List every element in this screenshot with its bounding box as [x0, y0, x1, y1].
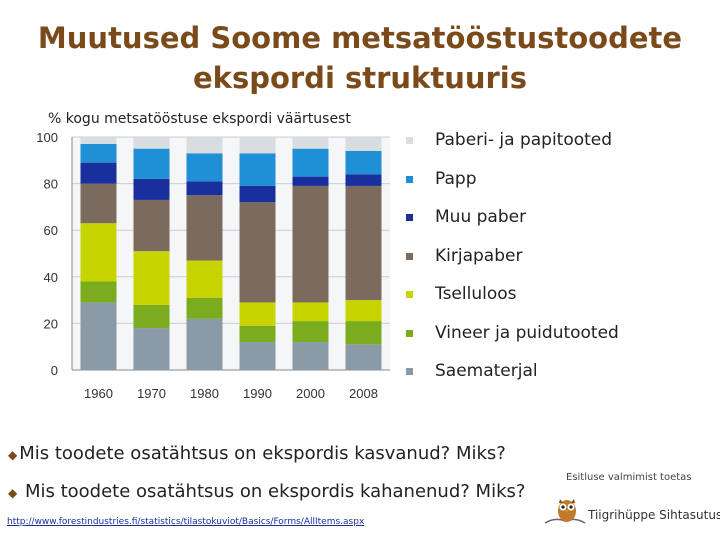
- legend-label: Saematerjal: [435, 361, 538, 381]
- y-tick-label: 40: [44, 270, 58, 285]
- credit-name: Tiigrihüppe Sihtasutus: [588, 508, 720, 522]
- bar-segment: [239, 137, 276, 154]
- bar-segment: [292, 148, 329, 177]
- legend-item: Tselluloos: [400, 284, 720, 312]
- x-tick-label: 2008: [349, 386, 378, 401]
- y-tick-label: 20: [44, 316, 58, 331]
- bar-segment: [239, 202, 276, 303]
- slide-title: Muutused Soome metsatööstustoodete ekspo…: [37, 21, 683, 95]
- legend-item: Paberi- ja papitooted: [400, 130, 720, 158]
- legend-swatch: [406, 291, 413, 298]
- bar-segment: [345, 174, 382, 186]
- legend-item: Saematerjal: [400, 361, 720, 389]
- bar-segment: [80, 162, 117, 184]
- bar-segment: [186, 297, 223, 319]
- y-tick-label: 0: [51, 363, 58, 378]
- bar-segment: [133, 251, 170, 305]
- credit-text: Esitluse valmimist toetas: [566, 472, 692, 483]
- legend-item: Muu paber: [400, 207, 720, 235]
- bar-segment: [186, 318, 223, 370]
- bar-segment: [186, 260, 223, 298]
- bar-segment: [345, 150, 382, 175]
- legend-item: Kirjapaber: [400, 246, 720, 274]
- x-tick-label: 1960: [84, 386, 113, 401]
- legend-label: Kirjapaber: [435, 245, 523, 266]
- bar-segment: [345, 300, 382, 322]
- bar-segment: [186, 137, 223, 154]
- diamond-bullet-icon: ◆: [8, 448, 18, 462]
- bar-segment: [133, 328, 170, 370]
- bar-segment: [292, 342, 329, 370]
- bar-segment: [239, 342, 276, 370]
- question-1: ◆ Mis toodete osatähtsus on ekspordis kas…: [8, 443, 506, 464]
- bar-segment: [133, 199, 170, 252]
- source-link[interactable]: http://www.forestindustries.fi/statistic…: [7, 517, 365, 527]
- legend-label: Vineer ja puidutooted: [435, 322, 619, 343]
- bar-segment: [133, 137, 170, 149]
- legend-swatch: [406, 329, 413, 337]
- legend-swatch: [406, 252, 413, 260]
- legend-swatch: [406, 175, 413, 183]
- x-tick-label: 1970: [137, 386, 166, 401]
- bar-segment: [186, 181, 223, 196]
- legend-swatch: [406, 137, 413, 144]
- y-tick-label: 80: [44, 177, 58, 192]
- bar-segment: [292, 137, 329, 149]
- legend-swatch: [406, 368, 413, 375]
- question-2: ◆ Mis toodete osatähtsus on ekspordis ka…: [8, 481, 525, 502]
- owl-logo-icon: [544, 499, 586, 524]
- bar-segment: [80, 137, 117, 144]
- bar-segment: [292, 176, 329, 186]
- y-tick-label: 100: [36, 130, 58, 145]
- bar-segment: [186, 153, 223, 182]
- bar-segment: [239, 302, 276, 326]
- bar-segment: [133, 148, 170, 179]
- bar-segment: [80, 143, 117, 163]
- bar-segment: [80, 281, 117, 303]
- bar-segment: [345, 321, 382, 345]
- bar-segment: [292, 321, 329, 343]
- x-tick-label: 1980: [190, 386, 219, 401]
- legend-label: Tselluloos: [435, 284, 517, 304]
- bar-segment: [80, 183, 117, 224]
- bar-segment: [239, 325, 276, 343]
- bar-segment: [133, 178, 170, 200]
- bar-segment: [80, 223, 117, 282]
- legend-swatch: [406, 214, 413, 221]
- legend-label: Muu paber: [435, 207, 527, 227]
- bar-segment: [186, 195, 223, 261]
- question-1-text: Mis toodete osatähtsus on ekspordis kasv…: [19, 443, 506, 464]
- stacked-bar-chart: 0 20 40 60 80 100 1960 1970 1980 1990 2000 2008: [36, 130, 390, 401]
- x-tick-label: 1990: [243, 386, 272, 401]
- x-tick-label: 2000: [296, 386, 325, 401]
- bar-segment: [292, 185, 329, 303]
- bar-segment: [345, 137, 382, 151]
- diamond-bullet-icon: ◆: [8, 486, 18, 500]
- bar-segment: [133, 304, 170, 329]
- bar-segment: [239, 153, 276, 186]
- legend-label: Paberi- ja papitooted: [435, 130, 613, 150]
- chart-subtitle: % kogu metsatööstuse ekspordi väärtusest: [48, 111, 351, 127]
- bar-segment: [292, 302, 329, 322]
- question-2-text: Mis toodete osatähtsus on ekspordis kaha…: [24, 481, 526, 502]
- bar-segment: [345, 185, 382, 301]
- legend-label: Papp: [435, 168, 477, 189]
- bar-segment: [239, 185, 276, 203]
- bar-segment: [80, 302, 117, 370]
- y-tick-label: 60: [44, 223, 58, 238]
- legend-item: Vineer ja puidutooted: [400, 323, 720, 351]
- legend-item: Papp: [400, 169, 720, 197]
- plot-area: [72, 137, 390, 370]
- bar-segment: [345, 344, 382, 370]
